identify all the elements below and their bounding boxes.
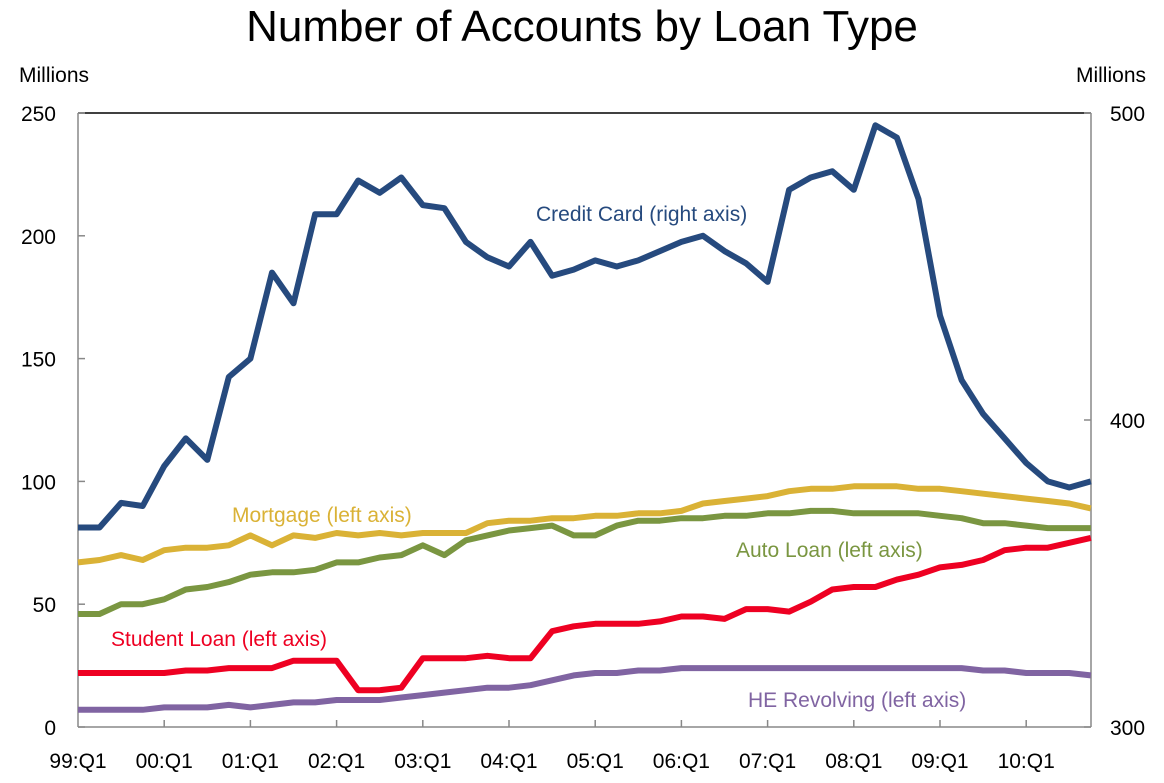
- student-loan-left-axis-line: [78, 534, 1092, 694]
- student-loan-label: Student Loan (left axis): [111, 628, 327, 651]
- mortgage-label: Mortgage (left axis): [232, 504, 412, 527]
- x-tick-label: 08:Q1: [825, 750, 882, 773]
- left-y-tick-label: 250: [21, 103, 56, 126]
- x-tick-label: 06:Q1: [653, 750, 710, 773]
- right-axis-unit: Millions: [1075, 64, 1146, 87]
- left-y-tick-label: 150: [21, 349, 56, 372]
- x-tick-label: 02:Q1: [308, 750, 365, 773]
- x-tick-label: 07:Q1: [739, 750, 796, 773]
- x-tick-label: 00:Q1: [136, 750, 193, 773]
- he-revolving-left-axis-line: [78, 665, 1092, 713]
- right-y-tick-label: 300: [1110, 717, 1145, 740]
- left-y-tick-label: 100: [21, 471, 56, 494]
- axes: 0 50 100 150 200 250 300 400 500 99:Q1 00:Q1 01:Q1 0…: [21, 103, 1145, 773]
- x-tick-label: 04:Q1: [480, 750, 537, 773]
- right-y-tick-label: 500: [1110, 103, 1145, 126]
- left-y-tick-label: 0: [44, 717, 56, 740]
- x-tick-label: 10:Q1: [998, 750, 1055, 773]
- he-revolving-label: HE Revolving (left axis): [748, 689, 966, 712]
- mortgage-left-axis-line: [77, 483, 1092, 566]
- auto-loan-label: Auto Loan (left axis): [736, 539, 923, 562]
- chart-title: Number of Accounts by Loan Type: [246, 2, 918, 51]
- credit-card-right-axis-line: [78, 122, 1092, 531]
- x-tick-label: 09:Q1: [911, 750, 968, 773]
- series-lines: [77, 122, 1092, 713]
- left-y-tick-label: 200: [21, 226, 56, 249]
- left-axis-unit: Millions: [19, 64, 90, 87]
- x-tick-label: 03:Q1: [394, 750, 451, 773]
- x-tick-label: 01:Q1: [222, 750, 279, 773]
- left-y-tick-label: 50: [33, 594, 56, 617]
- right-y-tick-label: 400: [1110, 410, 1145, 433]
- x-tick-label: 05:Q1: [567, 750, 624, 773]
- credit-card-label: Credit Card (right axis): [536, 203, 747, 226]
- auto-loan-left-axis-line: [78, 507, 1091, 617]
- x-tick-label: 99:Q1: [49, 750, 106, 773]
